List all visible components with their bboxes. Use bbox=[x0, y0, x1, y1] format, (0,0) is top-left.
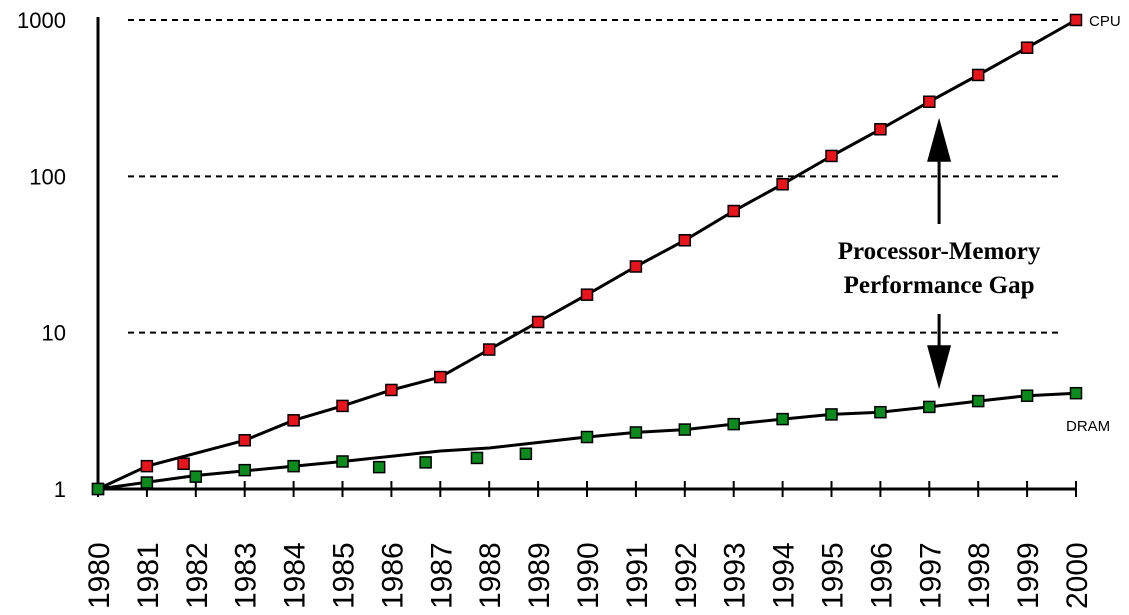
marker-dram-4 bbox=[287, 459, 300, 473]
marker-dram-14 bbox=[776, 412, 789, 426]
marker-cpu-10 bbox=[580, 288, 594, 301]
marker-dram-12 bbox=[678, 423, 692, 436]
y-tick-label-100: 100 bbox=[29, 164, 66, 189]
marker-cpu-14 bbox=[776, 177, 789, 191]
series-lines bbox=[97, 18, 1077, 491]
marker-dram-15 bbox=[825, 408, 838, 421]
marker-dram-9 bbox=[519, 447, 533, 461]
gap-annotation-line-2: Performance Gap bbox=[844, 272, 1035, 299]
marker-dram-20 bbox=[1069, 386, 1083, 400]
x-tick-label-1985: 1985 bbox=[328, 542, 361, 609]
x-tick-label-1980: 1980 bbox=[83, 542, 116, 609]
x-tick-label-1996: 1996 bbox=[865, 542, 898, 609]
x-tick-label-1992: 1992 bbox=[670, 542, 703, 609]
gridlines bbox=[128, 19, 1060, 334]
x-tick-label-1997: 1997 bbox=[914, 542, 947, 609]
x-tick-label-1995: 1995 bbox=[817, 542, 850, 609]
series-markers bbox=[91, 13, 1083, 496]
labels: 1980 1981 1982 1983 1984 1985 1986 1987 1988 1989… bbox=[17, 8, 1121, 609]
gap-annotation: Processor-Memory Performance Gap bbox=[838, 117, 1041, 390]
series-line-cpu bbox=[97, 18, 1077, 491]
marker-cpu-3 bbox=[238, 434, 251, 447]
marker-dram-18 bbox=[971, 394, 985, 408]
marker-cpu-2 bbox=[177, 457, 190, 471]
marker-cpu-16 bbox=[874, 123, 887, 136]
marker-cpu-4 bbox=[287, 414, 300, 427]
marker-dram-19 bbox=[1020, 389, 1034, 402]
x-tick-label-1998: 1998 bbox=[963, 542, 996, 609]
x-tick-label-1986: 1986 bbox=[376, 542, 409, 609]
series-label-dram: DRAM bbox=[1066, 418, 1110, 435]
marker-dram-11 bbox=[629, 426, 643, 439]
y-tick-label-10: 10 bbox=[42, 321, 66, 346]
x-tick-label-1989: 1989 bbox=[523, 542, 556, 609]
marker-cpu-15 bbox=[825, 149, 838, 163]
x-tick-label-1999: 1999 bbox=[1012, 542, 1045, 609]
x-tick-label-2000: 2000 bbox=[1061, 542, 1094, 609]
x-tick-label-1991: 1991 bbox=[621, 542, 654, 609]
marker-cpu-5 bbox=[336, 399, 349, 413]
marker-dram-6 bbox=[372, 460, 386, 474]
marker-dram-13 bbox=[727, 417, 740, 431]
series-line-dram bbox=[97, 391, 1077, 491]
marker-dram-16 bbox=[874, 405, 887, 419]
marker-cpu-11 bbox=[629, 260, 643, 273]
x-tick-label-1993: 1993 bbox=[719, 542, 752, 609]
marker-dram-8 bbox=[470, 451, 484, 465]
marker-cpu-13 bbox=[727, 204, 740, 218]
marker-dram-10 bbox=[580, 430, 594, 444]
x-tick-label-1988: 1988 bbox=[474, 542, 507, 609]
marker-dram-17 bbox=[923, 400, 936, 414]
marker-cpu-8 bbox=[482, 343, 496, 356]
marker-dram-3 bbox=[238, 463, 251, 477]
x-tick-label-1982: 1982 bbox=[181, 542, 214, 609]
marker-cpu-19 bbox=[1020, 41, 1034, 54]
marker-dram-7 bbox=[419, 456, 432, 469]
gap-arrow-upper-head bbox=[927, 117, 952, 162]
marker-cpu-6 bbox=[385, 383, 398, 397]
marker-cpu-1 bbox=[140, 459, 154, 473]
marker-cpu-9 bbox=[531, 315, 545, 329]
marker-cpu-17 bbox=[923, 95, 936, 108]
gap-arrow-lower-head bbox=[927, 345, 952, 390]
marker-cpu-20 bbox=[1069, 13, 1083, 27]
x-tick-label-1981: 1981 bbox=[132, 542, 165, 609]
x-tick-label-1994: 1994 bbox=[768, 542, 801, 609]
y-tick-label-1000: 1000 bbox=[17, 8, 66, 33]
marker-cpu-12 bbox=[678, 234, 692, 247]
marker-dram-5 bbox=[336, 455, 349, 468]
marker-cpu-7 bbox=[434, 370, 447, 384]
x-tick-label-1983: 1983 bbox=[230, 542, 263, 609]
x-tick-label-1987: 1987 bbox=[425, 542, 458, 609]
marker-cpu-18 bbox=[971, 68, 985, 82]
series-label-cpu: CPU bbox=[1089, 13, 1121, 30]
y-tick-label-1: 1 bbox=[54, 477, 66, 502]
marker-dram-0 bbox=[91, 482, 105, 496]
marker-dram-2 bbox=[189, 470, 203, 483]
x-tick-label-1990: 1990 bbox=[572, 542, 605, 609]
gap-annotation-line-1: Processor-Memory bbox=[838, 238, 1041, 265]
marker-dram-1 bbox=[140, 476, 154, 489]
x-tick-label-1984: 1984 bbox=[279, 542, 312, 609]
